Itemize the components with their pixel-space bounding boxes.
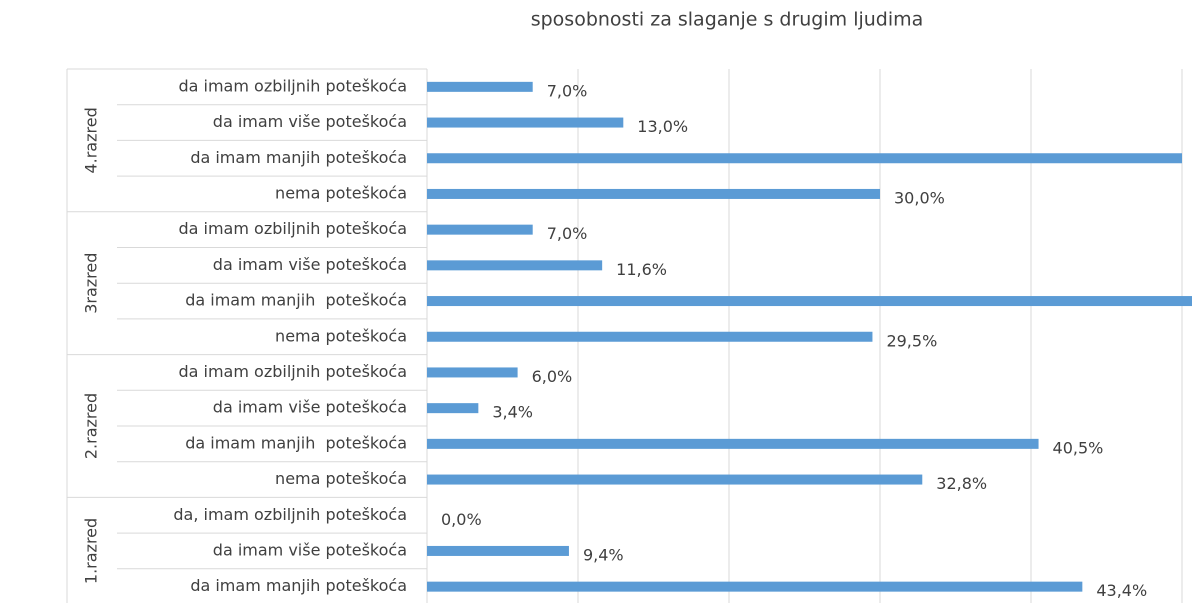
group-label: 1.razred <box>82 518 101 584</box>
y-tick-label: da imam ozbiljnih poteškoća <box>178 76 407 95</box>
bar <box>427 403 479 414</box>
y-tick-label: da imam manjih poteškoća <box>190 148 407 167</box>
y-tick-label: da imam manjih poteškoća <box>190 576 407 595</box>
data-label: 13,0% <box>637 117 688 136</box>
data-label: 9,4% <box>583 545 624 564</box>
group-label: 3razred <box>82 253 101 314</box>
y-tick-label: nema poteškoća <box>275 469 407 488</box>
y-tick-label: da imam manjih poteškoća <box>185 433 407 452</box>
data-label: 32,8% <box>936 474 987 493</box>
data-label: 3,4% <box>492 403 533 422</box>
y-tick-label: da imam više poteškoća <box>213 398 407 417</box>
bar <box>427 474 923 485</box>
bar <box>427 81 533 92</box>
bar <box>427 331 873 342</box>
data-label: 7,0% <box>547 224 588 243</box>
data-label: 29,5% <box>886 331 937 350</box>
data-label: 0,0% <box>441 510 482 529</box>
bar <box>427 367 518 378</box>
bars <box>427 81 1192 592</box>
bar <box>427 188 880 199</box>
y-tick-label: nema poteškoća <box>275 183 407 202</box>
chart-title: sposobnosti za slaganje s drugim ljudima <box>531 9 924 31</box>
y-tick-label: da imam više poteškoća <box>213 112 407 131</box>
data-label: 6,0% <box>532 367 573 386</box>
bar <box>427 545 569 556</box>
y-tick-label: da imam manjih poteškoća <box>185 291 407 310</box>
y-tick-label: da imam više poteškoća <box>213 540 407 559</box>
bar <box>427 153 1182 164</box>
group-label: 2.razred <box>82 393 101 459</box>
bar <box>427 224 533 235</box>
y-tick-label: nema poteškoća <box>275 326 407 345</box>
y-tick-label: da imam više poteškoća <box>213 255 407 274</box>
y-tick-label: da imam ozbiljnih poteškoća <box>178 219 407 238</box>
bar <box>427 438 1039 449</box>
data-label: 43,4% <box>1096 581 1147 600</box>
data-label: 11,6% <box>616 260 667 279</box>
data-label: 40,5% <box>1053 438 1104 457</box>
bar <box>427 260 603 271</box>
y-tick-label: da, imam ozbiljnih poteškoća <box>173 505 407 524</box>
bar <box>427 296 1192 307</box>
bar <box>427 581 1083 592</box>
data-label: 7,0% <box>547 81 588 100</box>
data-label: 30,0% <box>894 188 945 207</box>
group-label: 4.razred <box>82 107 101 173</box>
bar <box>427 117 624 128</box>
y-tick-label: da imam ozbiljnih poteškoća <box>178 362 407 381</box>
